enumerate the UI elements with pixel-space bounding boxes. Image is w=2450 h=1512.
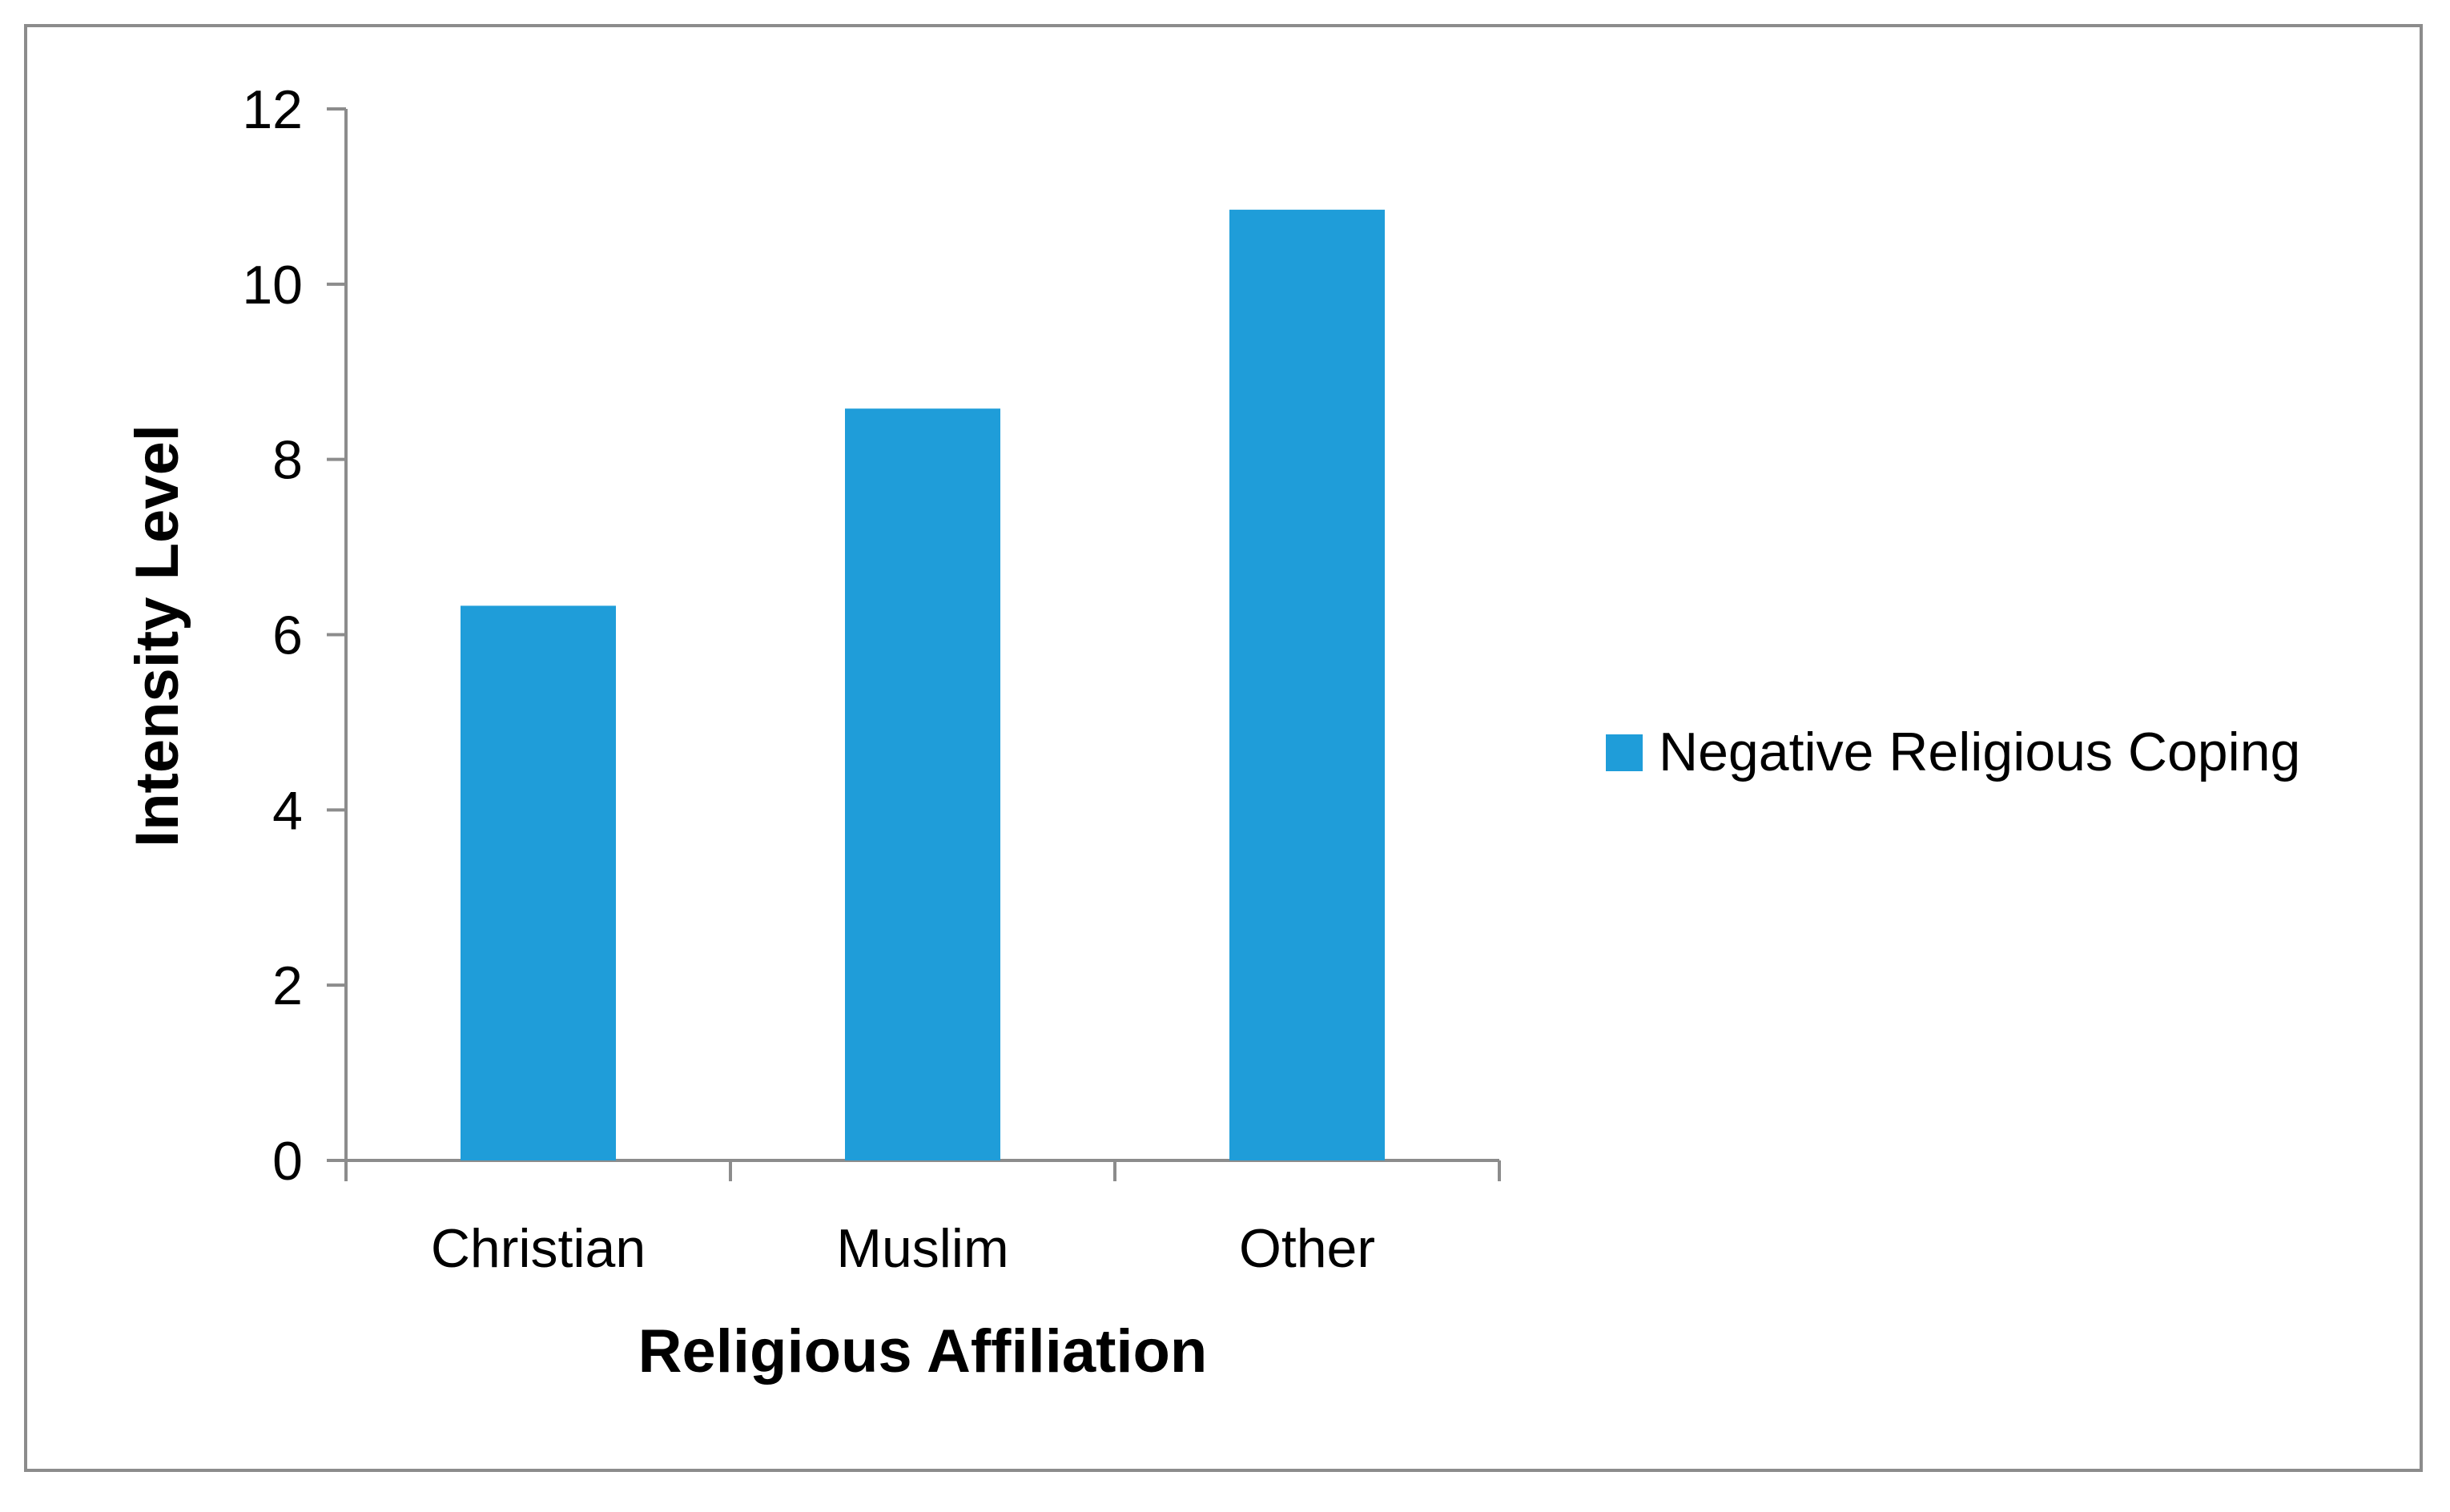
bar-christian: [461, 605, 616, 1160]
x-category-label: Christian: [431, 1218, 646, 1279]
bars: [461, 209, 1385, 1161]
x-category-label: Other: [1239, 1218, 1375, 1279]
y-tick-label: 2: [272, 955, 303, 1016]
legend: Negative Religious Coping: [1606, 722, 2300, 782]
legend-label: Negative Religious Coping: [1659, 722, 2300, 782]
y-axis-title: Intensity Level: [123, 424, 191, 847]
bar-other: [1229, 209, 1385, 1161]
bar-muslim: [845, 408, 1000, 1161]
x-category-label: Muslim: [836, 1218, 1008, 1279]
y-tick-label: 6: [272, 605, 303, 666]
legend-swatch: [1606, 734, 1643, 771]
y-tick-label: 8: [272, 430, 303, 491]
y-tick-label: 12: [242, 79, 303, 140]
y-tick-label: 10: [242, 255, 303, 316]
x-axis-title: Religious Affiliation: [638, 1317, 1208, 1385]
y-tick-label: 4: [272, 780, 303, 841]
y-tick-label: 0: [272, 1131, 303, 1192]
chart-frame: [24, 24, 2423, 1472]
axis-labels: 0 2 4 6 8 10 12 Christian Muslim Other: [242, 79, 1375, 1279]
